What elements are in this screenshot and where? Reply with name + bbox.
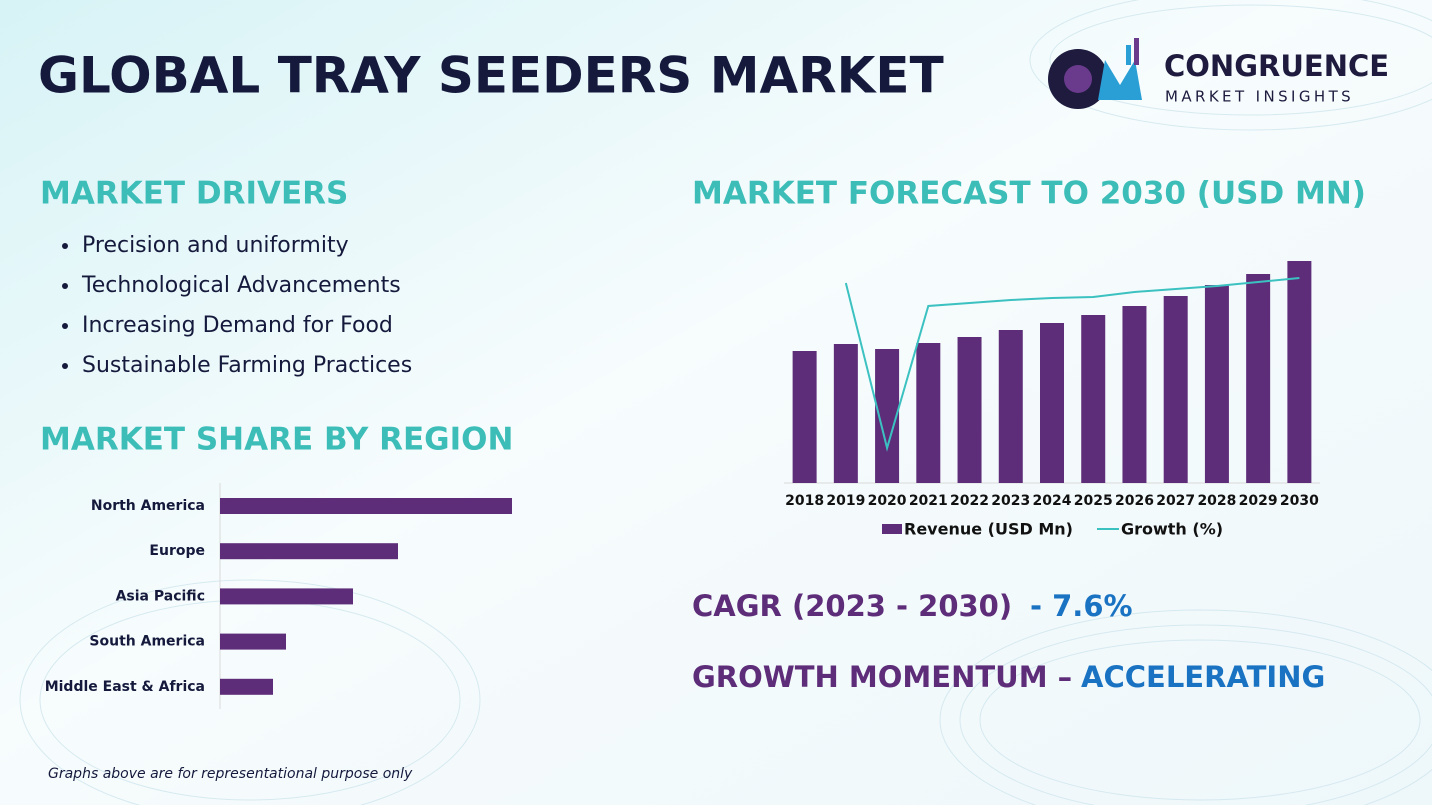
bar [220, 588, 353, 605]
driver-item: Increasing Demand for Food [82, 313, 393, 338]
bullet [62, 363, 68, 369]
x-tick-label: 2028 [1197, 493, 1236, 509]
logo: CONGRUENCE MARKET INSIGHTS [1048, 38, 1389, 109]
bar [1246, 274, 1271, 483]
bar [220, 633, 286, 650]
bar [1040, 323, 1064, 483]
y-tick-label: South America [89, 634, 205, 650]
momentum-label: GROWTH MOMENTUM – [692, 660, 1072, 694]
bar [220, 498, 512, 514]
share-heading: MARKET SHARE BY REGION [40, 422, 513, 458]
x-tick-label: 2026 [1115, 493, 1154, 509]
legend-swatch [882, 524, 902, 534]
logo-name: CONGRUENCE [1164, 49, 1389, 83]
legend-label: Revenue (USD Mn) [904, 520, 1073, 539]
y-tick-label: Europe [149, 543, 205, 559]
bar [1081, 315, 1106, 483]
x-tick-label: 2025 [1074, 493, 1113, 509]
x-tick-label: 2029 [1239, 493, 1278, 509]
x-tick-label: 2021 [909, 493, 948, 509]
drivers-heading: MARKET DRIVERS [40, 176, 348, 212]
bar [1122, 306, 1147, 483]
bullet [62, 323, 68, 329]
x-tick-label: 2022 [950, 493, 989, 509]
bar [957, 337, 982, 483]
bar [916, 343, 941, 483]
bar [220, 678, 273, 695]
x-tick-label: 2018 [785, 493, 824, 509]
x-tick-label: 2024 [1033, 493, 1072, 509]
driver-item: Technological Advancements [81, 273, 401, 298]
x-tick-label: 2023 [991, 493, 1030, 509]
y-tick-label: North America [91, 498, 205, 514]
x-tick-label: 2020 [868, 493, 907, 509]
cagr-label: CAGR (2023 - 2030) [692, 589, 1012, 623]
bullet [62, 283, 68, 289]
bar [1204, 285, 1229, 483]
bar [220, 543, 398, 560]
legend-label: Growth (%) [1121, 520, 1223, 539]
footnote: Graphs above are for representational pu… [48, 766, 413, 782]
title: GLOBAL TRAY SEEDERS MARKET [38, 47, 944, 105]
forecast-heading: MARKET FORECAST TO 2030 (USD MN) [692, 176, 1366, 212]
driver-item: Precision and uniformity [82, 233, 349, 258]
x-tick-label: 2027 [1156, 493, 1195, 509]
x-tick-label: 2019 [826, 493, 865, 509]
bullet [62, 243, 68, 249]
growth-line [844, 277, 1300, 452]
bar [792, 351, 817, 483]
bar [1287, 261, 1312, 483]
bar [1163, 296, 1188, 483]
x-tick-label: 2030 [1280, 493, 1319, 509]
cagr-value: - 7.6% [1030, 589, 1133, 623]
decor [19, 0, 1432, 805]
logo-sub: MARKET INSIGHTS [1165, 88, 1354, 106]
driver-item: Sustainable Farming Practices [82, 353, 412, 378]
y-tick-label: Asia Pacific [116, 588, 205, 604]
bar [833, 344, 858, 483]
bar [998, 330, 1023, 483]
momentum-value: ACCELERATING [1081, 660, 1325, 694]
y-tick-label: Middle East & Africa [45, 679, 205, 695]
